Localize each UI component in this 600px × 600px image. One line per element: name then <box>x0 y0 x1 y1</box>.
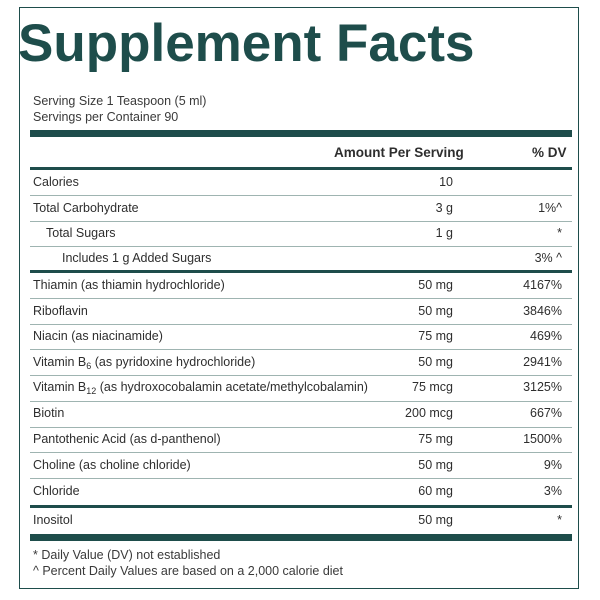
table-row: Vitamin B6 (as pyridoxine hydrochloride)… <box>30 350 572 375</box>
table-row: Inositol 50 mg * <box>30 508 572 533</box>
row-divider <box>30 349 572 350</box>
table-row: Riboflavin 50 mg 3846% <box>30 299 572 324</box>
table-row: Includes 1 g Added Sugars 3% ^ <box>30 246 572 271</box>
row-divider <box>30 195 572 196</box>
nutrient-name: Niacin (as niacinamide) <box>33 329 163 343</box>
nutrient-name: Inositol <box>33 513 73 527</box>
row-divider <box>30 298 572 299</box>
table-row: Biotin 200 mcg 667% <box>30 401 572 426</box>
nutrient-name-rest: (as hydroxocobalamin acetate/methylcobal… <box>96 380 368 394</box>
row-divider <box>30 427 572 428</box>
supplement-facts-panel <box>19 7 579 589</box>
table-row: Total Sugars 1 g * <box>30 221 572 246</box>
nutrient-name: Riboflavin <box>33 304 88 318</box>
nutrient-name: Pantothenic Acid (as d-panthenol) <box>33 432 221 446</box>
nutrient-dv: 3% ^ <box>534 251 562 265</box>
nutrient-name: Total Sugars <box>46 226 116 240</box>
nutrient-amount: 50 mg <box>418 304 453 318</box>
nutrient-name: Chloride <box>33 484 80 498</box>
header-divider <box>30 167 572 170</box>
footnote-dv-not-established: * Daily Value (DV) not established <box>33 548 221 562</box>
panel-title: Supplement Facts <box>18 14 475 73</box>
thick-divider-top <box>30 130 572 137</box>
nutrient-amount: 10 <box>439 175 453 189</box>
nutrient-name: Thiamin (as thiamin hydrochloride) <box>33 278 225 292</box>
nutrient-amount: 75 mcg <box>412 380 453 394</box>
section-divider <box>30 505 572 508</box>
footnote-percent-basis: ^ Percent Daily Values are based on a 2,… <box>33 564 343 578</box>
table-row: Calories 10 <box>30 170 572 195</box>
table-row: Chloride 60 mg 3% <box>30 479 572 504</box>
nutrient-dv: 3% <box>543 484 562 498</box>
nutrient-amount: 50 mg <box>418 458 453 472</box>
nutrient-name: Vitamin B6 (as pyridoxine hydrochloride) <box>33 355 256 371</box>
nutrient-dv: 1500% <box>523 432 562 446</box>
amount-per-serving-header: Amount Per Serving <box>334 145 464 160</box>
nutrient-name-subscript: 6 <box>86 361 92 371</box>
nutrient-name: Biotin <box>33 406 65 420</box>
table-row: Vitamin B12 (as hydroxocobalamin acetate… <box>30 375 572 400</box>
row-divider <box>30 478 572 479</box>
row-divider <box>30 401 572 402</box>
row-divider <box>30 324 572 325</box>
nutrient-amount: 50 mg <box>418 355 453 369</box>
nutrient-dv: 9% <box>543 458 562 472</box>
nutrient-dv: 3846% <box>523 304 562 318</box>
servings-per-container: Servings per Container 90 <box>33 110 179 124</box>
nutrient-name: Calories <box>33 175 79 189</box>
nutrient-amount: 75 mg <box>418 329 453 343</box>
row-divider <box>30 375 572 376</box>
nutrient-dv: * <box>557 226 562 240</box>
row-divider <box>30 452 572 453</box>
row-divider <box>30 221 572 222</box>
nutrient-name: Vitamin B12 (as hydroxocobalamin acetate… <box>33 380 368 396</box>
nutrient-amount: 50 mg <box>418 278 453 292</box>
table-row: Niacin (as niacinamide) 75 mg 469% <box>30 324 572 349</box>
nutrient-name-main: Vitamin B <box>33 380 87 394</box>
nutrient-amount: 3 g <box>435 201 453 215</box>
dv-header: % DV <box>532 145 567 160</box>
section-divider <box>30 270 572 273</box>
thick-divider-bottom <box>30 534 572 541</box>
table-row: Thiamin (as thiamin hydrochloride) 50 mg… <box>30 273 572 298</box>
table-row: Choline (as choline chloride) 50 mg 9% <box>30 453 572 478</box>
nutrient-name-rest: (as pyridoxine hydrochloride) <box>91 355 256 369</box>
nutrient-name: Includes 1 g Added Sugars <box>62 251 212 265</box>
nutrient-name-subscript: 12 <box>86 386 97 396</box>
nutrient-amount: 75 mg <box>418 432 453 446</box>
nutrient-name-main: Vitamin B <box>33 355 87 369</box>
serving-size: Serving Size 1 Teaspoon (5 ml) <box>33 94 207 108</box>
table-row: Total Carbohydrate 3 g 1%^ <box>30 196 572 221</box>
nutrient-amount: 60 mg <box>418 484 453 498</box>
nutrient-dv: 2941% <box>523 355 562 369</box>
nutrient-amount: 200 mcg <box>405 406 453 420</box>
nutrient-amount: 50 mg <box>418 513 453 527</box>
nutrient-dv: 3125% <box>523 380 562 394</box>
nutrient-dv: 1%^ <box>538 201 562 215</box>
nutrient-dv: 667% <box>530 406 562 420</box>
nutrient-dv: * <box>557 513 562 527</box>
nutrient-name: Choline (as choline chloride) <box>33 458 191 472</box>
row-divider <box>30 246 572 247</box>
nutrient-amount: 1 g <box>435 226 453 240</box>
table-row: Pantothenic Acid (as d-panthenol) 75 mg … <box>30 427 572 452</box>
nutrient-name: Total Carbohydrate <box>33 201 139 215</box>
nutrient-dv: 469% <box>530 329 562 343</box>
nutrient-dv: 4167% <box>523 278 562 292</box>
